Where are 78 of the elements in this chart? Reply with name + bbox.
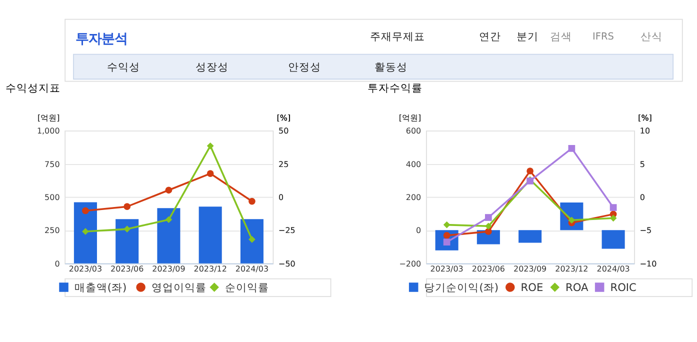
text: 투자분석 [75,32,128,47]
point [568,144,576,152]
x-tick-label: 2023/06 [472,264,505,274]
y2-axis-title: [%] [276,113,291,122]
y-tick-label: 0 [54,259,60,268]
point [124,226,131,232]
y-tick-label: −200 [399,259,422,268]
y-axis-title: [억원] [398,113,422,122]
y2-tick-label: 50 [278,126,289,136]
point [610,214,617,222]
y-tick-label: 200 [406,193,422,202]
point [485,222,492,230]
bar [198,206,222,264]
point [124,203,131,210]
y2-tick-label: 25 [278,160,289,169]
text: 안정성 [288,60,321,74]
text: IFRS [592,31,614,42]
y-tick-label: 400 [406,160,422,169]
point [165,186,172,194]
y-tick-label: 500 [44,193,60,202]
y2-tick-label: 10 [640,126,650,136]
point [526,168,534,174]
x-tick-label: 2023/12 [555,264,588,274]
x-tick-label: 2023/09 [514,264,547,274]
legend-label: 순이익률 [224,280,269,294]
point [82,228,89,235]
point [610,204,617,211]
y2-tick-label: −10 [640,259,657,268]
y-axis-title: [억원] [38,113,60,122]
point [165,216,172,224]
text: 검색 [550,30,572,44]
text: 주재무제표 [370,30,426,44]
point [248,236,256,243]
text: 분기 [516,30,538,44]
x-tick-label: 2023/09 [152,264,186,274]
y-tick-label: 600 [406,126,422,136]
y2-tick-label: −5 [640,226,652,236]
y-tick-label: 1,000 [36,126,60,136]
point [443,232,450,239]
point [485,228,492,235]
point [206,170,214,177]
y2-axis-title: [%] [638,113,652,122]
bar [74,202,97,264]
text: 수익성 [107,60,140,74]
y-tick-label: 250 [44,226,60,236]
bar [240,219,264,264]
bar [157,208,180,264]
legend-label: ROE [520,280,544,294]
y2-tick-label: −25 [278,226,296,236]
chart-title: 수익성지표 [6,82,61,95]
text: 산식 [640,30,662,44]
point [485,214,492,221]
x-tick-label: 2024/03 [235,264,269,274]
point [443,221,450,228]
bar [116,219,139,264]
x-tick-label: 2023/12 [194,264,227,274]
point [206,142,214,150]
y-tick-label: 750 [44,160,60,169]
x-tick-label: 2023/03 [68,264,102,274]
point [248,198,256,205]
y2-tick-label: 0 [278,193,284,202]
point [82,207,89,214]
text: 연간 [479,30,502,44]
x-tick-label: 2023/03 [430,264,464,274]
legend-label: 매출액(좌) [74,280,127,294]
text: 활동성 [374,60,408,74]
chart-title: 투자수익률 [368,82,423,95]
y2-tick-label: −50 [278,259,296,268]
y2-tick-label: 0 [640,193,645,202]
legend-label: ROIC [610,280,636,294]
text: 성장성 [196,60,229,74]
y-tick-label: 0 [416,226,422,236]
y2-tick-label: 5 [640,160,645,169]
legend-label: 당기순이익(좌) [424,280,499,294]
x-tick-label: 2023/06 [110,264,144,274]
legend-label: ROA [565,280,590,294]
x-tick-label: 2024/03 [596,264,630,274]
legend-label: 영업이익률 [151,280,206,294]
